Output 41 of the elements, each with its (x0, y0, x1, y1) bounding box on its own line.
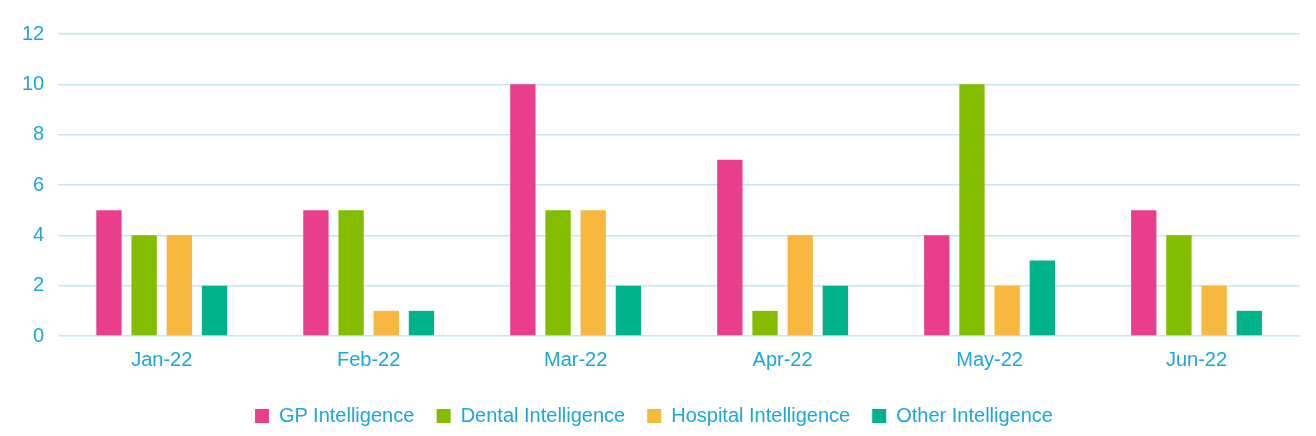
legend-label: GP Intelligence (279, 403, 415, 426)
x-tick-label: Jan-22 (131, 347, 193, 370)
x-tick-label: Apr-22 (752, 347, 813, 370)
legend-label: Dental Intelligence (460, 403, 626, 426)
y-tick-label: 0 (33, 323, 45, 346)
y-tick-label: 2 (33, 273, 45, 296)
bar (408, 310, 435, 336)
bar (96, 210, 122, 336)
bar (338, 210, 364, 336)
bar (959, 84, 985, 336)
legend-label: Hospital Intelligence (671, 403, 851, 426)
bar (580, 210, 606, 336)
bar (615, 285, 642, 336)
x-tick-label: Feb-22 (337, 347, 401, 370)
bar (303, 210, 329, 336)
x-tick-label: May-22 (956, 347, 1023, 370)
bar (373, 310, 399, 336)
bar (131, 235, 157, 336)
bar (994, 285, 1020, 336)
bar (1029, 260, 1055, 336)
y-tick-label: 8 (33, 122, 45, 145)
bar (924, 235, 950, 336)
bar (201, 285, 228, 336)
bar (1166, 235, 1192, 336)
bar (1236, 310, 1262, 336)
bar (510, 84, 536, 336)
bar (752, 310, 778, 336)
bar (717, 159, 743, 336)
y-tick-label: 4 (33, 222, 45, 245)
y-tick-label: 10 (22, 71, 45, 94)
bar (166, 235, 192, 336)
legend-label: Other Intelligence (896, 403, 1053, 426)
bar (1131, 210, 1157, 336)
y-tick-label: 6 (33, 172, 45, 195)
bar (1201, 285, 1227, 336)
bar (822, 285, 849, 336)
x-tick-label: Mar-22 (543, 347, 608, 370)
bar (787, 235, 813, 336)
x-tick-label: Jun-22 (1165, 347, 1228, 370)
y-tick-label: 12 (22, 21, 45, 44)
bar (545, 210, 571, 336)
